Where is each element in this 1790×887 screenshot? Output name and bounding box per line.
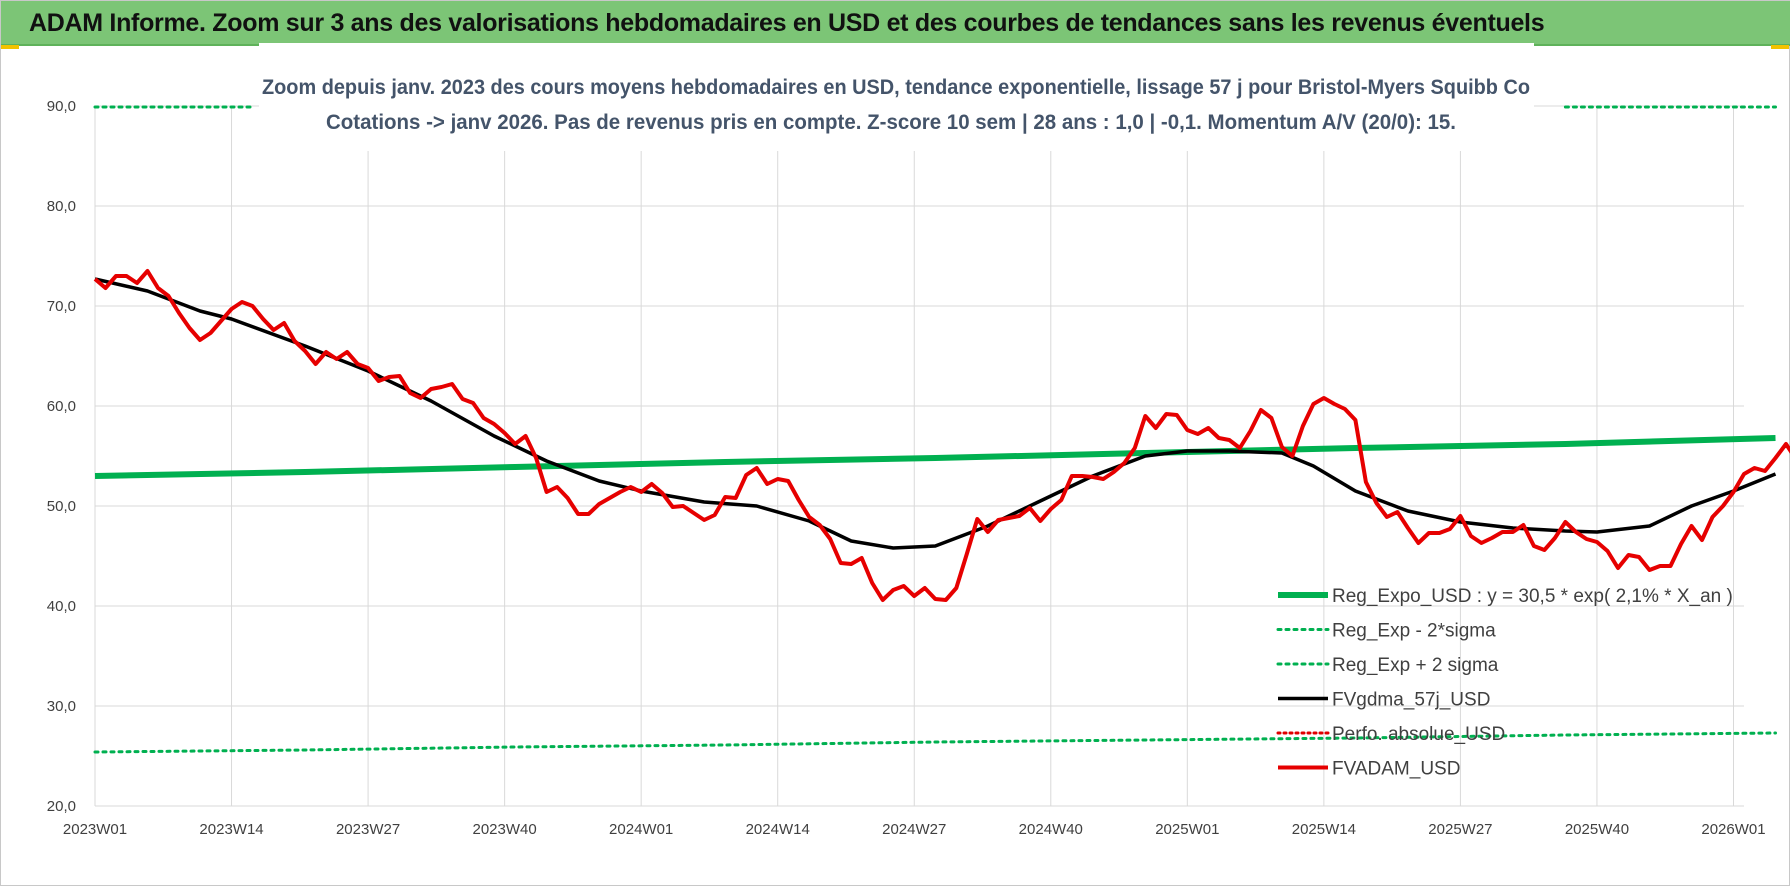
corner-accent-left <box>1 45 19 49</box>
series-line-reg-expo <box>94 435 1776 479</box>
x-tick-label: 2023W40 <box>473 821 537 838</box>
y-tick-label: 80,0 <box>47 198 76 215</box>
chart-subtitle-line-1: Zoom depuis janv. 2023 des cours moyens … <box>262 76 1530 99</box>
x-tick-label: 2024W01 <box>609 821 673 838</box>
chart-series <box>93 105 1790 754</box>
y-tick-label: 20,0 <box>47 798 76 815</box>
series-line-fvadam <box>93 269 1790 602</box>
x-tick-label: 2025W01 <box>1155 821 1219 838</box>
x-tick-label: 2024W14 <box>746 821 810 838</box>
legend-label-fvadam: FVADAM_USD <box>1332 759 1460 780</box>
x-tick-label: 2025W27 <box>1428 821 1492 838</box>
x-tick-label: 2026W01 <box>1701 821 1765 838</box>
subtitle-background <box>259 43 1534 151</box>
series-line-sigma-minus <box>93 731 1777 754</box>
legend-label-fvgdma: FVgdma_57j_USD <box>1332 690 1490 711</box>
chart-grid <box>94 105 1744 807</box>
y-tick-label: 70,0 <box>47 298 76 315</box>
corner-accent-right <box>1771 45 1789 49</box>
legend-label-reg-expo: Reg_Expo_USD : y = 30,5 * exp( 2,1% * X_… <box>1332 586 1733 607</box>
legend-label-sigma-plus: Reg_Exp + 2 sigma <box>1332 655 1499 676</box>
chart-subtitle-line-2: Cotations -> janv 2026. Pas de revenus p… <box>326 111 1456 134</box>
x-tick-label: 2024W27 <box>882 821 946 838</box>
y-tick-label: 40,0 <box>47 598 76 615</box>
y-tick-label: 50,0 <box>47 498 76 515</box>
y-tick-label: 90,0 <box>47 98 76 115</box>
x-tick-label: 2024W40 <box>1019 821 1083 838</box>
legend-label-perfo: Perfo. absolue_USD <box>1332 724 1505 745</box>
y-tick-label: 30,0 <box>47 698 76 715</box>
y-tick-label: 60,0 <box>47 398 76 415</box>
x-tick-label: 2025W14 <box>1292 821 1356 838</box>
x-tick-label: 2025W40 <box>1565 821 1629 838</box>
report-title: ADAM Informe. Zoom sur 3 ans des valoris… <box>29 9 1545 37</box>
axis-ticks: 20,0 30,0 40,0 50,0 60,0 70,0 80,0 90,0 2023W01 2… <box>47 98 1766 838</box>
report-banner: ADAM Informe. Zoom sur 3 ans des valoris… <box>1 1 1790 46</box>
legend-label-sigma-minus: Reg_Exp - 2*sigma <box>1332 621 1496 642</box>
x-tick-label: 2023W14 <box>199 821 263 838</box>
chart-legend: Reg_Expo_USD : y = 30,5 * exp( 2,1% * X_… <box>1276 586 1733 780</box>
x-tick-label: 2023W01 <box>63 821 127 838</box>
series-line-fvgdma <box>94 277 1777 550</box>
x-tick-label: 2023W27 <box>336 821 400 838</box>
